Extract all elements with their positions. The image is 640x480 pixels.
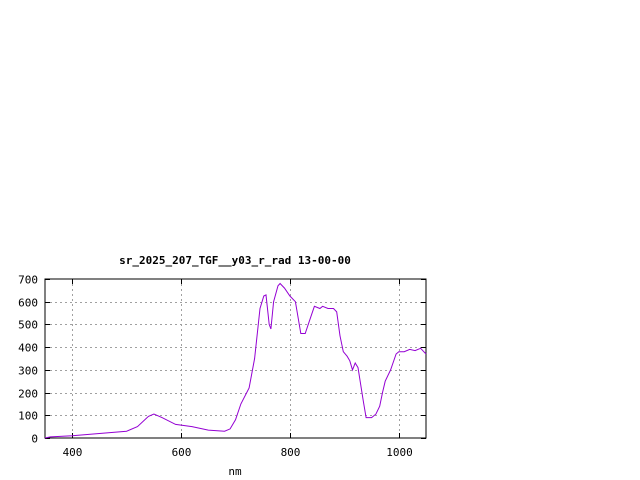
plot-frame bbox=[44, 278, 427, 439]
x-tick-label: 1000 bbox=[386, 446, 413, 459]
y-tick-label: 100 bbox=[18, 410, 38, 423]
x-tick-label: 600 bbox=[172, 446, 192, 459]
y-tick-label: 600 bbox=[18, 297, 38, 310]
x-tick-label: 400 bbox=[63, 446, 83, 459]
y-tick-label: 200 bbox=[18, 388, 38, 401]
y-tick-label: 0 bbox=[31, 433, 38, 446]
chart-title: sr_2025_207_TGF__y03_r_rad 13-00-00 bbox=[119, 254, 351, 267]
y-tick-label: 300 bbox=[18, 365, 38, 378]
x-axis: 400 600 800 1000 bbox=[63, 279, 413, 459]
y-axis: 0 100 200 300 400 500 600 700 bbox=[18, 274, 426, 446]
x-axis-label: nm bbox=[228, 465, 242, 478]
x-tick-label: 800 bbox=[281, 446, 301, 459]
y-tick-label: 700 bbox=[18, 274, 38, 287]
series-line bbox=[44, 282, 427, 439]
grid bbox=[45, 279, 426, 438]
y-tick-label: 500 bbox=[18, 319, 38, 332]
y-tick-label: 400 bbox=[18, 342, 38, 355]
